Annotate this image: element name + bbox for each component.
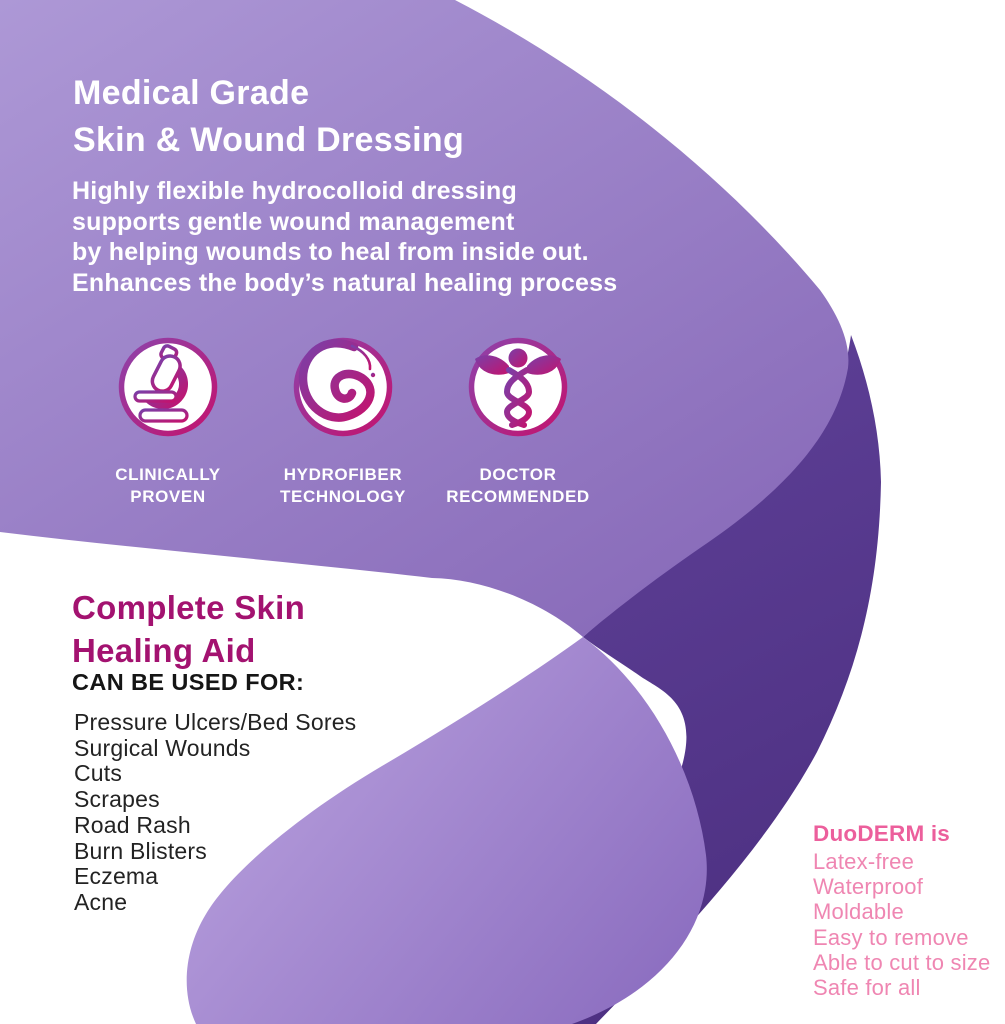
badge-label-line: RECOMMENDED	[446, 486, 590, 506]
hydrofiber-swirl-icon	[293, 337, 393, 437]
can-be-used-for-caption: CAN BE USED FOR:	[72, 669, 305, 695]
feature-item: Able to cut to size	[813, 949, 991, 975]
ribbon-dark-shape	[494, 335, 881, 1024]
description-line: Enhances the body’s natural healing proc…	[72, 268, 618, 297]
page-title-line1: Medical Grade	[73, 74, 310, 112]
badge-label-line: DOCTOR	[479, 465, 557, 484]
feature-item: Moldable	[813, 899, 904, 925]
healing-heading-line1: Complete Skin	[72, 589, 306, 626]
caduceus-icon	[468, 337, 568, 437]
ribbon-top-shape	[0, 0, 849, 637]
duoderm-heading: DuoDERM is	[813, 821, 950, 846]
page-title-line2: Skin & Wound Dressing	[73, 121, 465, 159]
badge-label-line: PROVEN	[130, 486, 206, 506]
feature-item: Latex-free	[813, 849, 915, 874]
badge-label-line: TECHNOLOGY	[280, 486, 406, 506]
use-item: Scrapes	[74, 786, 160, 813]
badge-label-hydrofiber-technology: HYDROFIBER TECHNOLOGY	[228, 464, 458, 507]
description-line: supports gentle wound management	[72, 207, 515, 236]
duoderm-feature-list: Latex-free Waterproof Moldable Easy to r…	[813, 849, 990, 1000]
badge-label-clinically-proven: CLINICALLY PROVEN	[53, 464, 283, 507]
ribbon-lower-swoosh	[186, 637, 707, 1024]
badge-label-line: CLINICALLY	[115, 465, 221, 484]
badge-label-line: HYDROFIBER	[283, 465, 403, 484]
uses-list: Pressure Ulcers/Bed Sores Surgical Wound…	[74, 709, 357, 916]
feature-item: Easy to remove	[813, 924, 969, 950]
use-item: Acne	[74, 888, 128, 915]
use-item: Road Rash	[74, 811, 191, 838]
use-item: Pressure Ulcers/Bed Sores	[74, 709, 357, 735]
healing-section-heading: Complete Skin Healing Aid	[72, 586, 305, 672]
feature-item: Waterproof	[813, 874, 924, 900]
description-line: Highly flexible hydrocolloid dressing	[72, 177, 517, 205]
feature-item: Safe for all	[813, 975, 921, 1001]
use-item: Eczema	[74, 863, 159, 890]
use-item: Surgical Wounds	[74, 734, 251, 761]
description-line: by helping wounds to heal from inside ou…	[72, 238, 589, 266]
microscope-icon	[118, 337, 218, 437]
use-item: Burn Blisters	[74, 837, 207, 864]
badge-hydrofiber-technology: HYDROFIBER TECHNOLOGY	[228, 332, 458, 507]
badge-clinically-proven: CLINICALLY PROVEN	[53, 332, 283, 507]
use-item: Cuts	[74, 760, 123, 787]
badge-doctor-recommended: DOCTOR RECOMMENDED	[403, 332, 633, 507]
badge-label-doctor-recommended: DOCTOR RECOMMENDED	[403, 464, 633, 507]
healing-heading-line2: Healing Aid	[72, 632, 256, 669]
page-description: Highly flexible hydrocolloid dressing su…	[72, 176, 617, 298]
page-title: Medical Grade Skin & Wound Dressing	[73, 70, 464, 164]
